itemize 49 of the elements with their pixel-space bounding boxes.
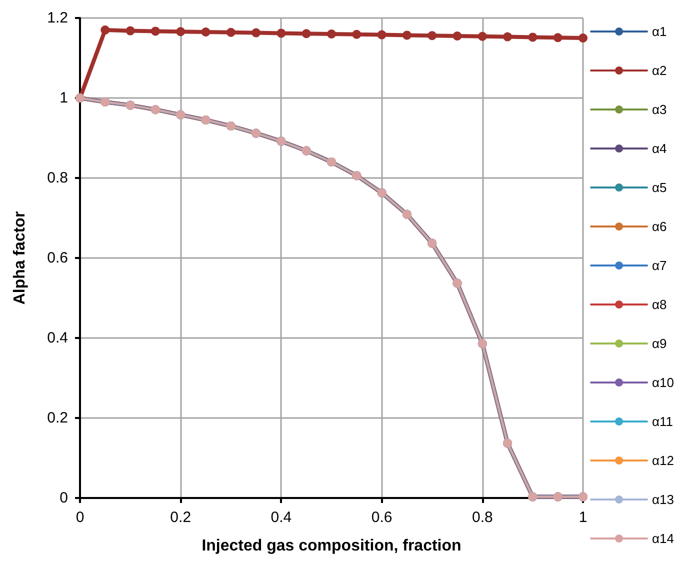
y-axis-title: Alpha factor (12, 211, 28, 305)
x-tick-label: 1 (578, 509, 588, 526)
legend-label: α11 (652, 414, 674, 429)
point (428, 31, 437, 40)
legend-label: α1 (652, 24, 667, 39)
y-tick-label: 0.8 (47, 170, 68, 186)
y-tick-label: 0.2 (47, 410, 68, 426)
point (402, 30, 412, 40)
legend-label: α7 (652, 258, 667, 273)
legend-label: α13 (652, 492, 674, 507)
point (553, 33, 562, 42)
legend-label: α12 (652, 453, 674, 468)
y-tick-label: 1 (60, 90, 68, 106)
point (352, 30, 362, 39)
point (226, 28, 236, 37)
point (176, 27, 186, 36)
legend-label: α3 (652, 102, 667, 117)
point (252, 28, 261, 38)
legend-label: α5 (652, 180, 667, 195)
point (503, 32, 512, 42)
point (150, 26, 160, 36)
point (578, 34, 588, 42)
point (377, 30, 386, 40)
point (276, 28, 286, 38)
x-tick-label: 0 (76, 509, 84, 526)
x-tick-label: 0.8 (472, 509, 493, 526)
legend-label: α10 (652, 375, 674, 390)
x-tick-label: 0.2 (170, 509, 192, 526)
legend-label: α14 (652, 531, 674, 546)
y-tick-label: 0 (60, 490, 68, 506)
legend-label: α4 (652, 141, 667, 156)
x-axis-title: Injected gas composition, fraction (202, 538, 462, 554)
point (201, 28, 210, 36)
point (126, 26, 135, 36)
point (302, 29, 311, 38)
legend-label: α6 (652, 219, 667, 234)
point (528, 32, 538, 42)
x-tick-label: 0.4 (270, 509, 292, 526)
y-tick-label: 1.2 (47, 10, 68, 26)
y-tick-label: 0.4 (47, 330, 68, 346)
y-tick-label: 0.6 (47, 250, 68, 266)
legend-label: α8 (652, 297, 667, 312)
point (100, 26, 110, 34)
point (478, 32, 487, 41)
x-tick-label: 0.6 (371, 509, 392, 526)
legend-label: α2 (652, 63, 667, 78)
legend-label: α9 (652, 336, 667, 351)
point (452, 32, 462, 40)
point (327, 30, 336, 38)
